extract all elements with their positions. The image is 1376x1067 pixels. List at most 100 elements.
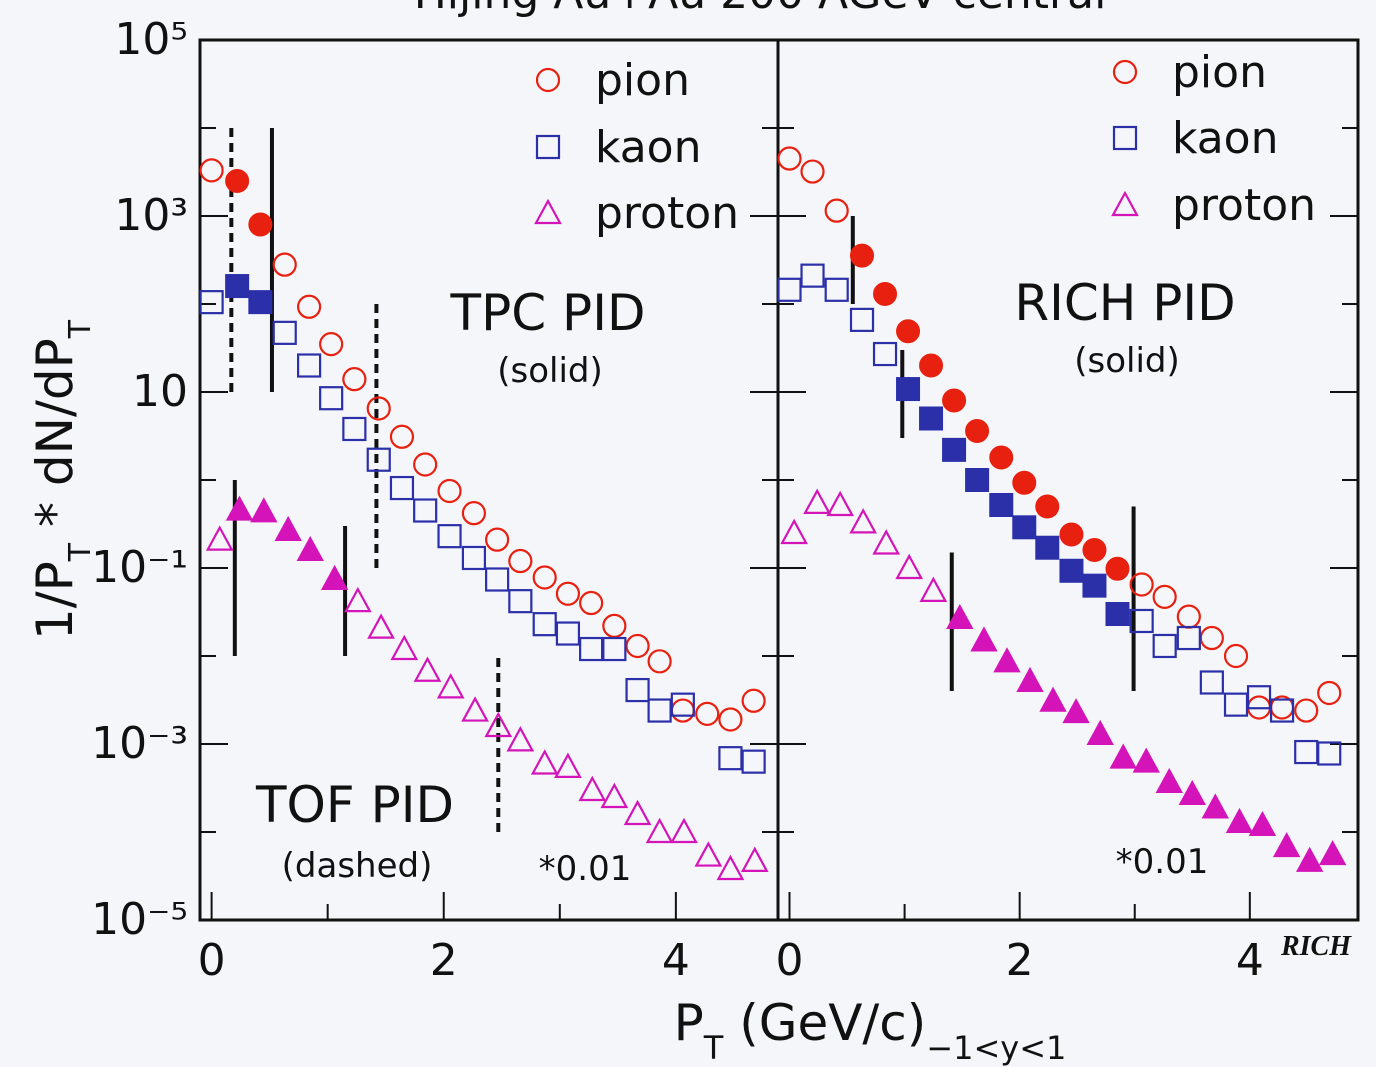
data-point bbox=[670, 692, 695, 717]
data-point bbox=[716, 854, 745, 881]
data-point bbox=[1248, 810, 1277, 837]
data-point bbox=[1059, 558, 1084, 583]
data-point bbox=[777, 146, 802, 171]
data-point bbox=[873, 281, 898, 306]
data-point bbox=[248, 212, 273, 237]
data-point bbox=[1086, 719, 1114, 745]
data-point bbox=[461, 545, 487, 571]
data-point bbox=[272, 252, 297, 277]
legend-marker bbox=[535, 67, 561, 93]
data-point bbox=[850, 243, 875, 268]
data-point bbox=[319, 332, 344, 357]
data-point bbox=[1035, 494, 1060, 519]
legend-label: pion bbox=[1172, 47, 1267, 98]
data-point bbox=[1109, 743, 1137, 769]
data-point bbox=[602, 613, 627, 638]
data-point bbox=[872, 341, 898, 367]
data-point bbox=[919, 406, 944, 431]
data-point bbox=[895, 553, 924, 580]
data-point bbox=[919, 576, 948, 602]
data-point bbox=[625, 633, 650, 659]
data-point bbox=[506, 726, 535, 752]
annotation: (dashed) bbox=[282, 846, 433, 886]
data-point bbox=[741, 688, 766, 713]
data-point bbox=[942, 388, 967, 413]
y-tick-label: 10⁵ bbox=[114, 14, 188, 65]
chart-title: Hijing Au+Au 200 AGeV central bbox=[414, 0, 1107, 19]
data-point bbox=[989, 445, 1014, 470]
data-point bbox=[1059, 522, 1084, 547]
data-point bbox=[718, 746, 743, 771]
data-point bbox=[579, 590, 604, 616]
data-point bbox=[645, 817, 674, 844]
data-point bbox=[1105, 602, 1130, 627]
data-point bbox=[272, 320, 297, 345]
x-axis-title-part: −1<y<1 bbox=[926, 1029, 1066, 1067]
data-point bbox=[342, 416, 367, 442]
data-point bbox=[600, 782, 629, 809]
data-point bbox=[740, 846, 769, 872]
data-point bbox=[225, 495, 254, 521]
data-point bbox=[555, 581, 581, 606]
x-axis-title: PT (GeV/c)−1<y<1 bbox=[674, 994, 1067, 1067]
data-point bbox=[625, 677, 650, 703]
annotation: TOF PID bbox=[255, 776, 454, 834]
x-axis-title-part: T bbox=[703, 1029, 724, 1067]
data-point bbox=[1012, 470, 1037, 495]
annotation: RICH bbox=[1280, 931, 1352, 962]
data-point bbox=[1016, 666, 1044, 692]
data-point bbox=[1269, 698, 1295, 723]
data-point bbox=[1317, 680, 1342, 706]
annotation: *0.01 bbox=[1116, 842, 1209, 882]
data-point bbox=[800, 159, 825, 184]
data-point bbox=[508, 589, 533, 614]
x-tick-label: 4 bbox=[1236, 935, 1264, 986]
data-point bbox=[647, 698, 672, 723]
annotation: *0.01 bbox=[539, 849, 632, 889]
y-tick-label: 10⁻⁵ bbox=[91, 894, 188, 945]
x-tick-label: 2 bbox=[430, 935, 458, 986]
data-point bbox=[741, 749, 766, 774]
data-point bbox=[250, 497, 278, 523]
data-point bbox=[1152, 633, 1177, 659]
x-tick-label: 4 bbox=[662, 935, 690, 986]
y-tick-label: 10³ bbox=[114, 190, 188, 241]
legend-label: pion bbox=[595, 55, 690, 106]
data-point bbox=[532, 612, 557, 637]
legend-marker bbox=[534, 198, 562, 225]
data-point bbox=[1129, 608, 1154, 634]
y-axis-title: 1/PT * dN/dPT bbox=[26, 319, 98, 640]
data-point bbox=[1294, 698, 1319, 723]
data-point bbox=[1039, 686, 1067, 712]
y-axis-title-part: 1/P bbox=[26, 561, 84, 640]
data-point bbox=[1223, 643, 1249, 669]
data-point bbox=[199, 290, 224, 315]
data-point bbox=[800, 263, 825, 288]
legend-marker bbox=[535, 134, 561, 160]
data-point bbox=[970, 626, 998, 652]
data-point bbox=[389, 475, 415, 501]
data-point bbox=[484, 711, 513, 738]
data-point bbox=[1155, 767, 1183, 793]
data-point bbox=[1082, 573, 1107, 598]
data-point bbox=[1012, 515, 1037, 540]
data-point bbox=[1318, 840, 1347, 866]
data-point bbox=[670, 817, 698, 844]
data-point bbox=[225, 168, 250, 193]
data-point bbox=[1225, 807, 1254, 833]
data-point bbox=[555, 621, 581, 646]
data-point bbox=[485, 527, 510, 552]
legend-label: kaon bbox=[1172, 113, 1278, 164]
annotation: RICH PID bbox=[1014, 274, 1235, 332]
annotation: TPC PID bbox=[450, 284, 646, 342]
data-point bbox=[718, 707, 743, 732]
data-point bbox=[803, 488, 831, 514]
annotation: (solid) bbox=[497, 351, 603, 391]
data-point bbox=[1201, 793, 1229, 819]
data-point bbox=[849, 307, 875, 332]
data-point bbox=[826, 490, 854, 517]
data-point bbox=[532, 565, 557, 590]
data-point bbox=[413, 656, 442, 682]
